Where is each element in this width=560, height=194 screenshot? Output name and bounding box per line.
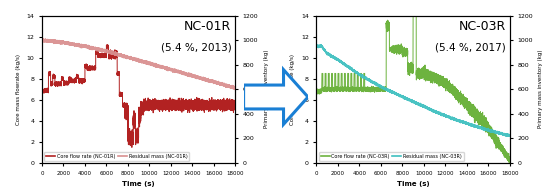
- X-axis label: Time (s): Time (s): [122, 181, 155, 187]
- Legend: Core flow rate (NC-03R), Residual mass (NC-03R): Core flow rate (NC-03R), Residual mass (…: [319, 152, 464, 160]
- Y-axis label: Primary mass inventory (kg): Primary mass inventory (kg): [538, 50, 543, 128]
- Y-axis label: Core mass flowrate (kg/s): Core mass flowrate (kg/s): [290, 54, 295, 125]
- Legend: Core flow rate (NC-01R), Residual mass (NC-01R): Core flow rate (NC-01R), Residual mass (…: [44, 152, 189, 160]
- Text: (5.4 %, 2013): (5.4 %, 2013): [161, 42, 231, 52]
- Y-axis label: Primary mass inventory (kg): Primary mass inventory (kg): [264, 50, 269, 128]
- Text: NC-03R: NC-03R: [459, 20, 506, 33]
- X-axis label: Time (s): Time (s): [396, 181, 430, 187]
- Text: NC-01R: NC-01R: [184, 20, 231, 33]
- Polygon shape: [244, 70, 308, 124]
- Text: (5.4 %, 2017): (5.4 %, 2017): [435, 42, 506, 52]
- Y-axis label: Core mass flowrate (kg/s): Core mass flowrate (kg/s): [16, 54, 21, 125]
